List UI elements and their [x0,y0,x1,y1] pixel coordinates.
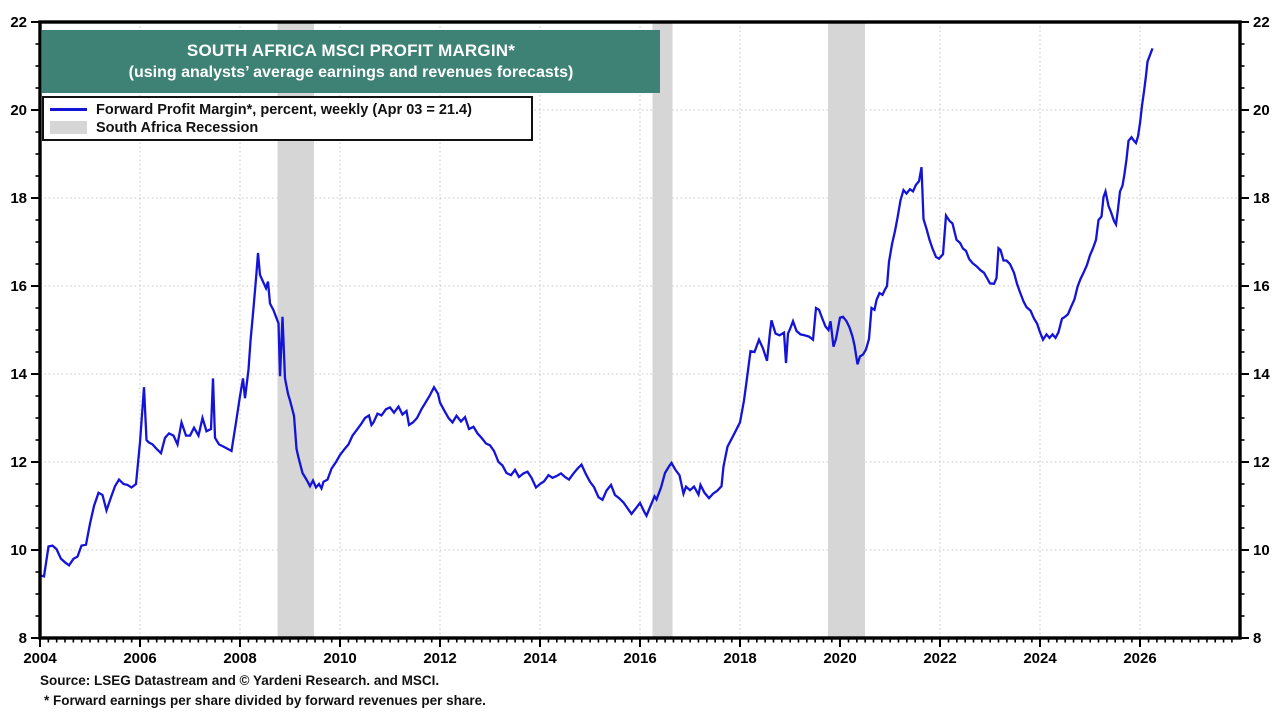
x-tick-label: 2010 [323,650,356,667]
x-tick-label: 2004 [23,650,57,667]
source-note: Source: LSEG Datastream and © Yardeni Re… [40,673,440,688]
y-tick-label-left: 18 [10,190,27,207]
y-tick-label-right: 22 [1253,14,1270,31]
y-tick-label-left: 20 [10,102,27,119]
x-tick-label: 2022 [923,650,956,667]
legend-label: Forward Profit Margin*, percent, weekly … [96,101,472,118]
chart-subtitle: (using analysts’ average earnings and re… [128,64,574,81]
y-tick-label-left: 12 [10,454,27,471]
legend-label: South Africa Recession [96,119,259,136]
footnote: * Forward earnings per share divided by … [44,693,486,708]
y-tick-label-left: 22 [10,14,27,31]
y-tick-label-left: 16 [10,278,27,295]
x-tick-label: 2006 [123,650,156,667]
x-tick-label: 2018 [723,650,756,667]
recession-band [828,22,865,638]
y-tick-label-right: 12 [1253,454,1270,471]
chart-title-box: SOUTH AFRICA MSCI PROFIT MARGIN* (using … [42,30,660,93]
x-tick-label: 2014 [523,650,557,667]
y-tick-label-right: 20 [1253,102,1270,119]
x-tick-label: 2020 [823,650,856,667]
recession-band [652,22,673,638]
footer: Source: LSEG Datastream and © Yardeni Re… [40,671,486,711]
y-tick-label-right: 10 [1253,542,1270,559]
y-tick-label-left: 10 [10,542,27,559]
legend-item-recession: South Africa Recession [50,119,525,136]
y-tick-label-right: 16 [1253,278,1270,295]
y-tick-label-right: 14 [1253,366,1270,383]
series-line-forward-profit-margin [39,47,1154,578]
legend-item-forward-profit-margin: Forward Profit Margin*, percent, weekly … [50,101,525,118]
x-tick-label: 2008 [223,650,256,667]
y-tick-label-left: 14 [10,366,27,383]
y-tick-label-left: 8 [19,630,27,647]
recession-swatch-icon [50,121,87,134]
x-tick-label: 2012 [423,650,456,667]
y-tick-label-right: 18 [1253,190,1270,207]
x-tick-label: 2026 [1123,650,1156,667]
legend: Forward Profit Margin*, percent, weekly … [42,96,533,141]
y-tick-label-right: 8 [1253,630,1261,647]
line-swatch-icon [50,108,87,111]
chart-title: SOUTH AFRICA MSCI PROFIT MARGIN* [186,41,516,60]
x-tick-label: 2024 [1023,650,1057,667]
x-tick-label: 2016 [623,650,656,667]
